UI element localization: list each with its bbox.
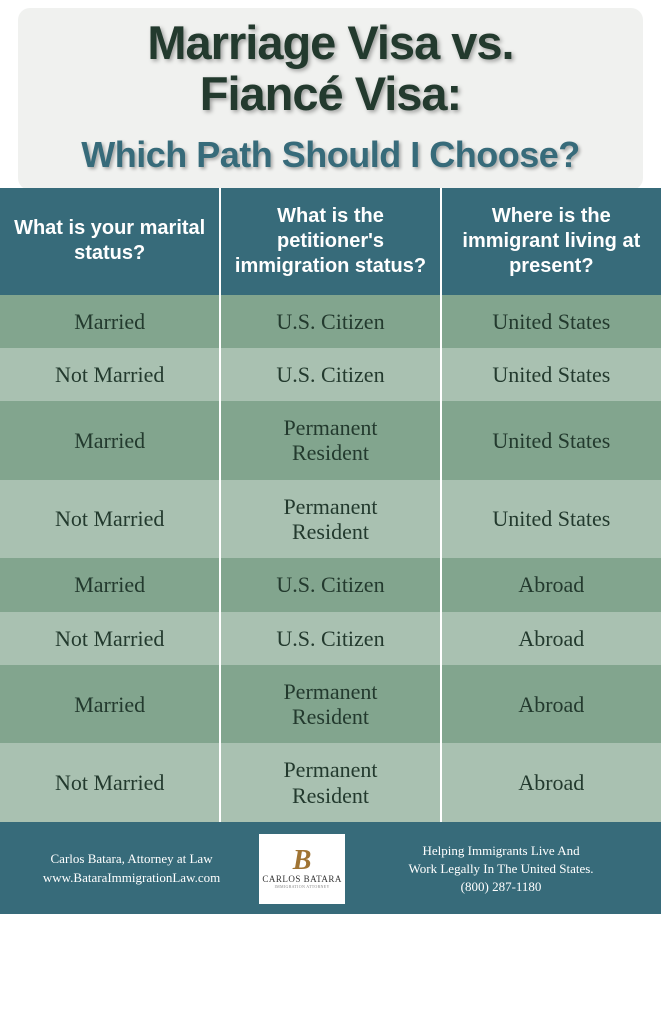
table-cell: U.S. Citizen: [220, 612, 440, 665]
table-cell: Not Married: [0, 480, 220, 559]
table-body: MarriedU.S. CitizenUnited StatesNot Marr…: [0, 295, 661, 823]
table-cell: Married: [0, 295, 220, 348]
table-cell: U.S. Citizen: [220, 295, 440, 348]
table-header-row: What is your marital status? What is the…: [0, 188, 661, 295]
table-cell: PermanentResident: [220, 401, 440, 480]
table-cell: U.S. Citizen: [220, 348, 440, 401]
table-cell: Not Married: [0, 612, 220, 665]
table-row: MarriedPermanentResidentUnited States: [0, 401, 661, 480]
table-row: Not MarriedU.S. CitizenUnited States: [0, 348, 661, 401]
table-cell: Abroad: [441, 743, 661, 822]
visa-comparison-table: What is your marital status? What is the…: [0, 188, 661, 823]
column-header-marital-status: What is your marital status?: [0, 188, 220, 295]
title-card: Marriage Visa vs. Fiancé Visa: Which Pat…: [18, 8, 643, 190]
table-cell: PermanentResident: [220, 665, 440, 744]
title-line-2: Fiancé Visa:: [200, 67, 461, 120]
table-cell: Not Married: [0, 348, 220, 401]
footer-attorney-name: Carlos Batara, Attorney at Law: [51, 851, 213, 866]
table-row: Not MarriedU.S. CitizenAbroad: [0, 612, 661, 665]
table-row: MarriedU.S. CitizenUnited States: [0, 295, 661, 348]
subtitle: Which Path Should I Choose?: [26, 134, 635, 176]
table-cell: Abroad: [441, 612, 661, 665]
table-cell: Not Married: [0, 743, 220, 822]
title-line-1: Marriage Visa vs.: [147, 16, 513, 69]
footer-attorney-info: Carlos Batara, Attorney at Law www.Batar…: [18, 850, 245, 888]
table-row: MarriedU.S. CitizenAbroad: [0, 558, 661, 611]
table-row: Not MarriedPermanentResidentAbroad: [0, 743, 661, 822]
footer: Carlos Batara, Attorney at Law www.Batar…: [0, 822, 661, 914]
logo-subtext: IMMIGRATION ATTORNEY: [275, 884, 330, 889]
footer-tagline-2: Work Legally In The United States.: [409, 861, 594, 876]
table-cell: PermanentResident: [220, 743, 440, 822]
logo-name: CARLOS BATARA: [262, 874, 342, 884]
footer-tagline-1: Helping Immigrants Live And: [423, 843, 580, 858]
main-title: Marriage Visa vs. Fiancé Visa:: [26, 18, 635, 120]
table-cell: PermanentResident: [220, 480, 440, 559]
column-header-petitioner-status: What is the petitioner's immigration sta…: [220, 188, 440, 295]
table-cell: United States: [441, 401, 661, 480]
table-cell: Married: [0, 665, 220, 744]
table-cell: Married: [0, 401, 220, 480]
table-cell: Married: [0, 558, 220, 611]
table-cell: Abroad: [441, 558, 661, 611]
logo-mark-icon: B: [293, 849, 312, 873]
footer-phone: (800) 287-1180: [461, 879, 542, 894]
table-cell: United States: [441, 295, 661, 348]
footer-website: www.BataraImmigrationLaw.com: [43, 870, 220, 885]
table-cell: United States: [441, 480, 661, 559]
column-header-immigrant-location: Where is the immigrant living at present…: [441, 188, 661, 295]
table-row: MarriedPermanentResidentAbroad: [0, 665, 661, 744]
table-cell: U.S. Citizen: [220, 558, 440, 611]
table-cell: United States: [441, 348, 661, 401]
table-row: Not MarriedPermanentResidentUnited State…: [0, 480, 661, 559]
footer-logo: B CARLOS BATARA IMMIGRATION ATTORNEY: [259, 834, 345, 904]
footer-tagline: Helping Immigrants Live And Work Legally…: [359, 842, 643, 897]
table-cell: Abroad: [441, 665, 661, 744]
